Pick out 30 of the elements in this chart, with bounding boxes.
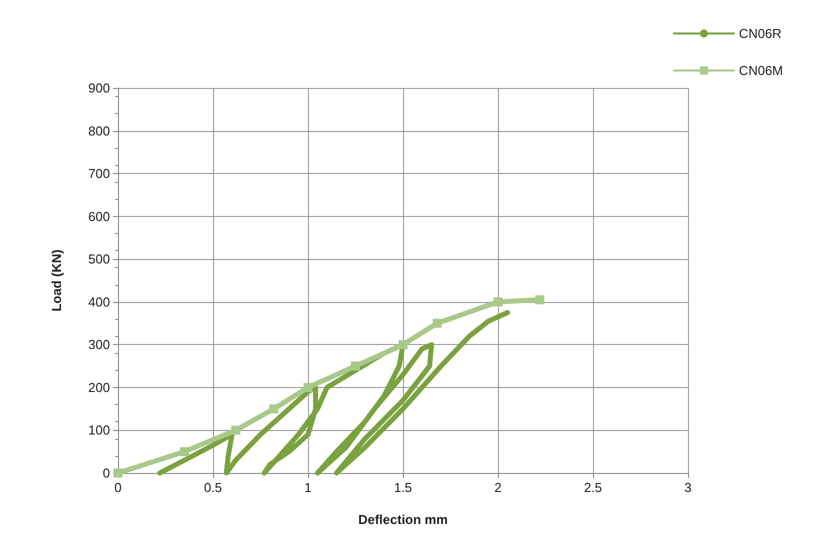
x-tick-label: 0 — [114, 480, 122, 495]
x-tick-label: 0.5 — [204, 480, 222, 495]
point — [269, 404, 278, 414]
x-tick-label: 1.5 — [394, 480, 412, 495]
y-tick-label: 500 — [88, 252, 110, 267]
point — [398, 340, 408, 350]
x-tick-label: 2.5 — [584, 480, 602, 495]
y-tick-label: 300 — [88, 337, 110, 352]
x-axis-title: Deflection mm — [358, 512, 448, 527]
y-tick-label: 100 — [88, 422, 110, 438]
point — [535, 295, 544, 304]
y-tick-label: 0 — [102, 466, 110, 480]
y-axis-title: Load (KN) — [49, 249, 64, 312]
point — [304, 382, 312, 392]
y-tick-label: 900 — [88, 80, 110, 96]
point — [231, 426, 240, 435]
y-tick-label: 600 — [88, 208, 110, 224]
x-tick-label: 1 — [304, 480, 312, 495]
y-tick-label: 400 — [88, 294, 110, 310]
point — [180, 447, 189, 456]
y-tick-label: 800 — [88, 123, 110, 138]
point — [432, 318, 442, 328]
x-tick-label: 2 — [494, 480, 502, 495]
y-tick-label: 700 — [88, 166, 110, 182]
point — [351, 362, 360, 371]
point — [494, 297, 502, 306]
y-tick-label: 200 — [88, 380, 110, 395]
legend-label: CN06M — [738, 63, 784, 78]
x-tick-label: 3 — [684, 480, 692, 495]
legend-label: CN06R — [738, 26, 782, 41]
